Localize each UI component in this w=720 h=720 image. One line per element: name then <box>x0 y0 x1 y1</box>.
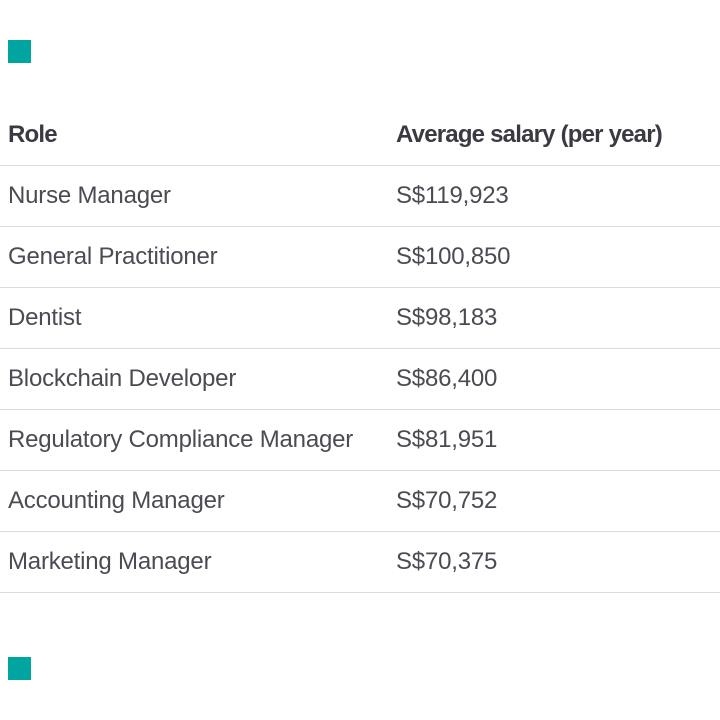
column-header-average-salary: Average salary (per year) <box>396 121 663 148</box>
salary-cell: S$70,752 <box>396 487 498 514</box>
table-row: Regulatory Compliance Manager S$81,951 <box>0 410 720 471</box>
role-cell: Blockchain Developer <box>8 365 237 392</box>
table-row: Accounting Manager S$70,752 <box>0 471 720 532</box>
salary-cell: S$98,183 <box>396 304 498 331</box>
table-row: Blockchain Developer S$86,400 <box>0 349 720 410</box>
table-header-row: Role Average salary (per year) <box>0 105 720 166</box>
salary-cell: S$81,951 <box>396 426 498 453</box>
salary-table: Role Average salary (per year) Nurse Man… <box>0 105 720 593</box>
role-cell: Nurse Manager <box>8 182 171 209</box>
table-row: Dentist S$98,183 <box>0 288 720 349</box>
teal-square-marker-bottom <box>8 657 31 680</box>
salary-cell: S$70,375 <box>396 548 498 575</box>
role-cell: General Practitioner <box>8 243 218 270</box>
role-cell: Accounting Manager <box>8 487 225 514</box>
table-row: Marketing Manager S$70,375 <box>0 532 720 593</box>
role-cell: Regulatory Compliance Manager <box>8 426 354 453</box>
role-cell: Dentist <box>8 304 82 331</box>
salary-cell: S$86,400 <box>396 365 498 392</box>
table-row: Nurse Manager S$119,923 <box>0 166 720 227</box>
salary-cell: S$100,850 <box>396 243 511 270</box>
teal-square-marker-top <box>8 40 31 63</box>
table-row: General Practitioner S$100,850 <box>0 227 720 288</box>
role-cell: Marketing Manager <box>8 548 212 575</box>
column-header-role: Role <box>8 121 58 148</box>
salary-cell: S$119,923 <box>396 182 509 209</box>
